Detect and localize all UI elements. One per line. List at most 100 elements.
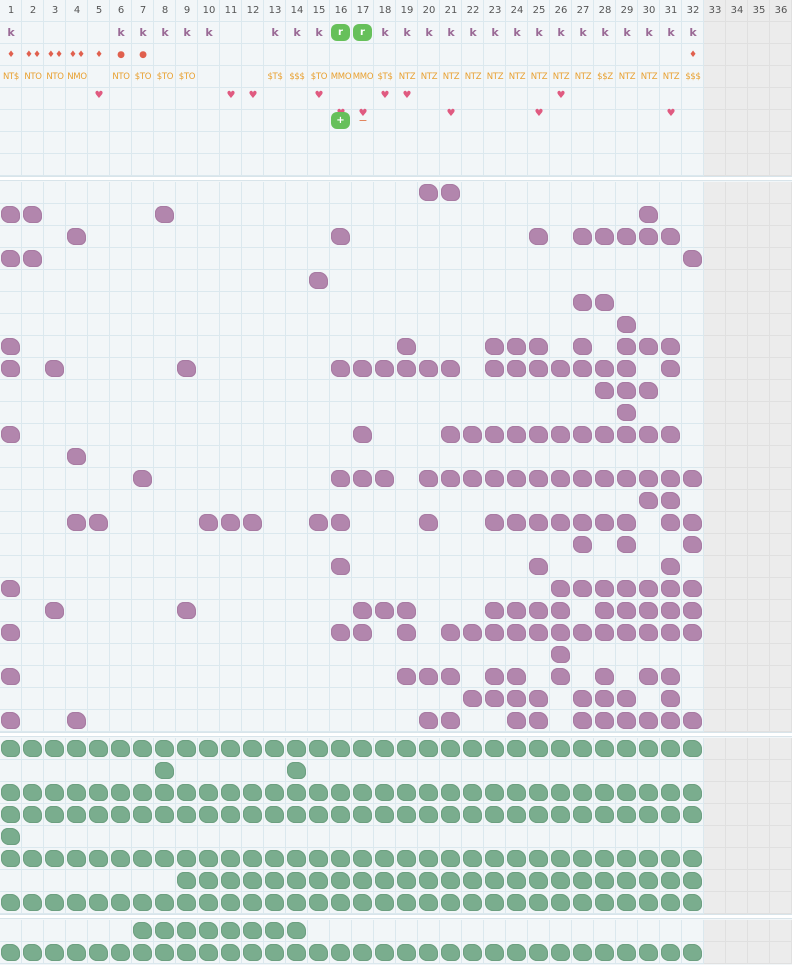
purple-block[interactable] — [419, 470, 438, 487]
green-block[interactable] — [595, 944, 614, 961]
k-marker[interactable]: k — [535, 26, 543, 39]
k-marker[interactable]: k — [491, 26, 499, 39]
green-block[interactable] — [485, 740, 504, 757]
column-header[interactable]: 4 — [73, 5, 81, 16]
purple-block[interactable] — [1, 360, 20, 377]
record-button[interactable]: r — [331, 24, 350, 41]
purple-block[interactable] — [573, 624, 592, 641]
status-code[interactable]: MMO — [352, 72, 374, 82]
purple-block[interactable] — [507, 514, 526, 531]
purple-block[interactable] — [639, 602, 658, 619]
green-block[interactable] — [397, 944, 416, 961]
green-block[interactable] — [221, 784, 240, 801]
purple-block[interactable] — [573, 536, 592, 553]
green-block[interactable] — [67, 784, 86, 801]
green-block[interactable] — [353, 944, 372, 961]
green-block[interactable] — [45, 784, 64, 801]
purple-block[interactable] — [485, 514, 504, 531]
status-code[interactable]: NTZ — [464, 72, 482, 82]
green-block[interactable] — [375, 806, 394, 823]
green-block[interactable] — [177, 784, 196, 801]
green-block[interactable] — [441, 894, 460, 911]
drop-icon[interactable]: ● — [117, 50, 125, 60]
k-marker[interactable]: k — [183, 26, 191, 39]
drop-icon[interactable]: ● — [139, 50, 147, 60]
k-marker[interactable]: k — [689, 26, 697, 39]
green-block[interactable] — [353, 894, 372, 911]
green-block[interactable] — [155, 762, 174, 779]
heart-icon[interactable]: ♥ — [556, 90, 566, 101]
purple-block[interactable] — [1, 712, 20, 729]
purple-block[interactable] — [309, 272, 328, 289]
green-block[interactable] — [441, 944, 460, 961]
k-marker[interactable]: k — [425, 26, 433, 39]
green-block[interactable] — [661, 850, 680, 867]
purple-block[interactable] — [661, 712, 680, 729]
green-block[interactable] — [573, 850, 592, 867]
purple-block[interactable] — [507, 712, 526, 729]
green-block[interactable] — [23, 850, 42, 867]
purple-block[interactable] — [485, 426, 504, 443]
status-code[interactable]: NTZ — [530, 72, 548, 82]
green-block[interactable] — [331, 850, 350, 867]
green-block[interactable] — [265, 850, 284, 867]
purple-block[interactable] — [441, 470, 460, 487]
purple-block[interactable] — [661, 360, 680, 377]
green-block[interactable] — [89, 784, 108, 801]
purple-block[interactable] — [683, 514, 702, 531]
green-block[interactable] — [67, 944, 86, 961]
purple-block[interactable] — [683, 624, 702, 641]
purple-block[interactable] — [661, 426, 680, 443]
drop-icon[interactable]: ♦♦ — [24, 50, 42, 60]
purple-block[interactable] — [661, 228, 680, 245]
green-block[interactable] — [617, 944, 636, 961]
green-block[interactable] — [23, 806, 42, 823]
column-header[interactable]: 3 — [51, 5, 59, 16]
green-block[interactable] — [551, 806, 570, 823]
green-block[interactable] — [419, 806, 438, 823]
green-block[interactable] — [639, 872, 658, 889]
green-block[interactable] — [67, 850, 86, 867]
purple-block[interactable] — [595, 426, 614, 443]
purple-block[interactable] — [573, 690, 592, 707]
status-code[interactable]: NTZ — [420, 72, 438, 82]
purple-block[interactable] — [573, 580, 592, 597]
green-block[interactable] — [67, 894, 86, 911]
status-code[interactable]: NTZ — [486, 72, 504, 82]
purple-block[interactable] — [573, 470, 592, 487]
green-block[interactable] — [375, 740, 394, 757]
green-block[interactable] — [529, 740, 548, 757]
purple-block[interactable] — [419, 360, 438, 377]
green-block[interactable] — [265, 806, 284, 823]
k-marker[interactable]: k — [557, 26, 565, 39]
purple-block[interactable] — [353, 470, 372, 487]
green-block[interactable] — [573, 872, 592, 889]
green-block[interactable] — [639, 850, 658, 867]
k-marker[interactable]: k — [7, 26, 15, 39]
green-block[interactable] — [507, 894, 526, 911]
purple-block[interactable] — [507, 690, 526, 707]
purple-block[interactable] — [639, 668, 658, 685]
purple-block[interactable] — [683, 250, 702, 267]
green-block[interactable] — [243, 784, 262, 801]
purple-block[interactable] — [661, 470, 680, 487]
green-block[interactable] — [507, 944, 526, 961]
green-block[interactable] — [155, 784, 174, 801]
green-block[interactable] — [529, 850, 548, 867]
green-block[interactable] — [177, 872, 196, 889]
green-block[interactable] — [683, 850, 702, 867]
purple-block[interactable] — [661, 580, 680, 597]
green-block[interactable] — [133, 784, 152, 801]
green-block[interactable] — [661, 784, 680, 801]
green-block[interactable] — [309, 944, 328, 961]
k-marker[interactable]: k — [315, 26, 323, 39]
purple-block[interactable] — [397, 338, 416, 355]
green-block[interactable] — [111, 806, 130, 823]
green-block[interactable] — [551, 784, 570, 801]
green-block[interactable] — [485, 894, 504, 911]
green-block[interactable] — [507, 784, 526, 801]
green-block[interactable] — [683, 740, 702, 757]
green-block[interactable] — [199, 806, 218, 823]
green-block[interactable] — [375, 850, 394, 867]
purple-block[interactable] — [441, 712, 460, 729]
